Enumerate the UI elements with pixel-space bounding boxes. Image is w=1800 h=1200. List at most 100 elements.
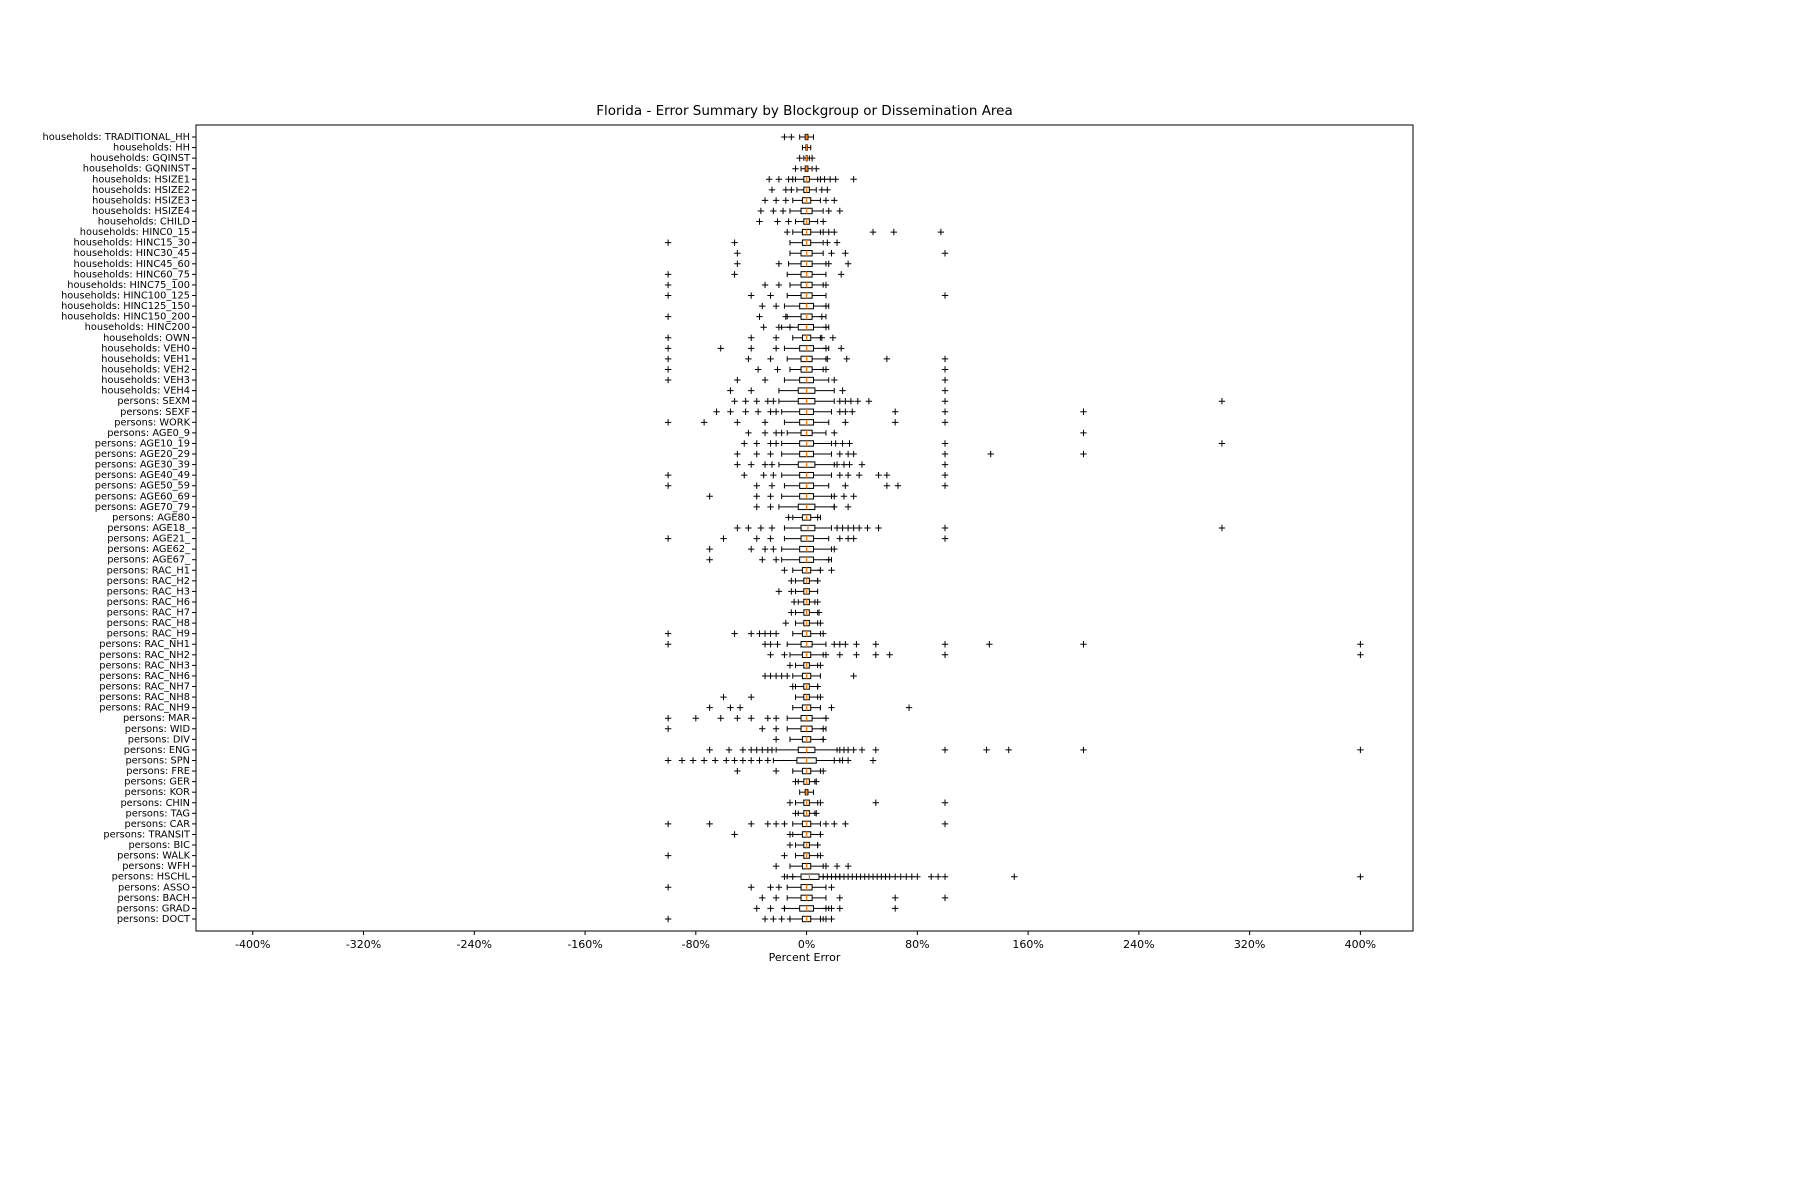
boxplot-row: [734, 250, 949, 257]
boxplot-row: [796, 154, 816, 162]
outlier-marker: [723, 757, 730, 764]
outlier-marker: [664, 419, 672, 426]
y-tick-label: persons: AGE21_: [107, 534, 190, 545]
outlier-marker: [788, 577, 795, 585]
outlier-marker: [768, 482, 776, 489]
outlier-marker: [706, 820, 713, 828]
outlier-marker: [828, 704, 835, 711]
outlier-marker: [664, 915, 672, 923]
outlier-marker: [822, 366, 830, 373]
outlier-marker: [785, 514, 792, 521]
outlier-marker: [772, 894, 780, 902]
y-tick-label: persons: AGE67_: [107, 555, 190, 566]
outlier-marker: [720, 535, 727, 542]
outlier-marker: [817, 567, 824, 574]
outlier-marker: [768, 186, 776, 194]
boxplot-row: [664, 820, 949, 828]
outlier-marker: [839, 524, 846, 532]
boxplot-row: [664, 271, 845, 278]
outlier-marker: [756, 313, 763, 320]
outlier-marker: [756, 757, 763, 764]
outlier-marker: [891, 905, 899, 912]
boxplot-row: [664, 471, 949, 479]
outlier-marker: [842, 408, 849, 415]
boxplot-row: [734, 461, 949, 468]
outlier-marker: [869, 228, 877, 236]
outlier-marker: [713, 408, 720, 415]
y-tick-label: persons: DIV: [128, 734, 191, 745]
outlier-marker: [855, 524, 863, 532]
boxplot-row: [781, 567, 835, 574]
outlier-marker: [747, 461, 755, 468]
outlier-marker: [1218, 524, 1226, 532]
outlier-marker: [934, 873, 942, 880]
outlier-marker: [786, 662, 794, 669]
y-tick-label: households: TRADITIONAL_HH: [43, 132, 190, 143]
outlier-marker: [836, 450, 844, 458]
y-tick-label: households: HINC0_15: [80, 227, 190, 238]
outlier-marker: [1011, 873, 1018, 880]
x-tick-label: 400%: [1345, 938, 1376, 951]
boxplot-row: [756, 218, 827, 225]
outlier-marker: [772, 715, 780, 722]
outlier-marker: [767, 905, 774, 912]
outlier-marker: [822, 820, 830, 828]
outlier-marker: [781, 820, 788, 828]
outlier-marker: [941, 387, 949, 394]
outlier-marker: [664, 630, 672, 637]
y-tick-label: persons: ENG: [124, 745, 190, 756]
outlier-marker: [819, 767, 827, 775]
outlier-marker: [941, 461, 949, 468]
boxplot-row: [734, 260, 852, 268]
x-axis-label: Percent Error: [768, 951, 841, 964]
outlier-marker: [842, 419, 849, 426]
boxplot-row: [706, 556, 832, 563]
outlier-marker: [831, 641, 838, 648]
outlier-marker: [875, 471, 882, 479]
outlier-marker: [706, 746, 713, 754]
outlier-marker: [1080, 408, 1087, 415]
boxplot-row: [664, 292, 949, 299]
outlier-marker: [664, 271, 672, 278]
outlier-marker: [1218, 397, 1226, 405]
y-tick-label: households: HINC150_200: [61, 312, 190, 323]
y-tick-label: persons: ASSO: [118, 882, 190, 893]
outlier-marker: [819, 736, 827, 743]
outlier-marker: [761, 281, 769, 289]
outlier-marker: [706, 556, 713, 563]
outlier-marker: [941, 366, 949, 373]
outlier-marker: [833, 461, 841, 468]
y-tick-label: persons: TAG: [126, 808, 190, 819]
outlier-marker: [778, 672, 785, 680]
outlier-marker: [764, 397, 772, 405]
outlier-marker: [781, 133, 788, 141]
boxplot-row: [788, 609, 823, 616]
outlier-marker: [824, 186, 831, 194]
y-tick-label: persons: GRAD: [117, 903, 190, 914]
outlier-marker: [788, 588, 795, 595]
y-tick-label: persons: RAC_NH9: [99, 703, 190, 714]
outlier-marker: [891, 408, 899, 415]
outlier-marker: [941, 535, 949, 542]
outlier-marker: [754, 366, 762, 373]
outlier-marker: [753, 746, 760, 754]
outlier-marker: [842, 250, 849, 257]
outlier-marker: [941, 397, 949, 405]
outlier-marker: [855, 471, 863, 479]
boxplot-row: [664, 641, 1364, 648]
box: [797, 324, 814, 331]
outlier-marker: [814, 577, 821, 585]
outlier-marker: [828, 915, 835, 923]
outlier-marker: [819, 228, 827, 236]
outlier-marker: [775, 588, 783, 595]
outlier-marker: [756, 630, 763, 637]
outlier-marker: [822, 905, 830, 912]
y-tick-label: households: VEH1: [101, 354, 190, 365]
outlier-marker: [817, 915, 824, 923]
outlier-marker: [1357, 641, 1364, 648]
outlier-marker: [941, 746, 949, 754]
y-tick-label: persons: AGE70_79: [95, 502, 190, 513]
outlier-marker: [770, 915, 777, 923]
outlier-marker: [865, 397, 873, 405]
y-tick-label: persons: AGE80: [112, 512, 190, 523]
